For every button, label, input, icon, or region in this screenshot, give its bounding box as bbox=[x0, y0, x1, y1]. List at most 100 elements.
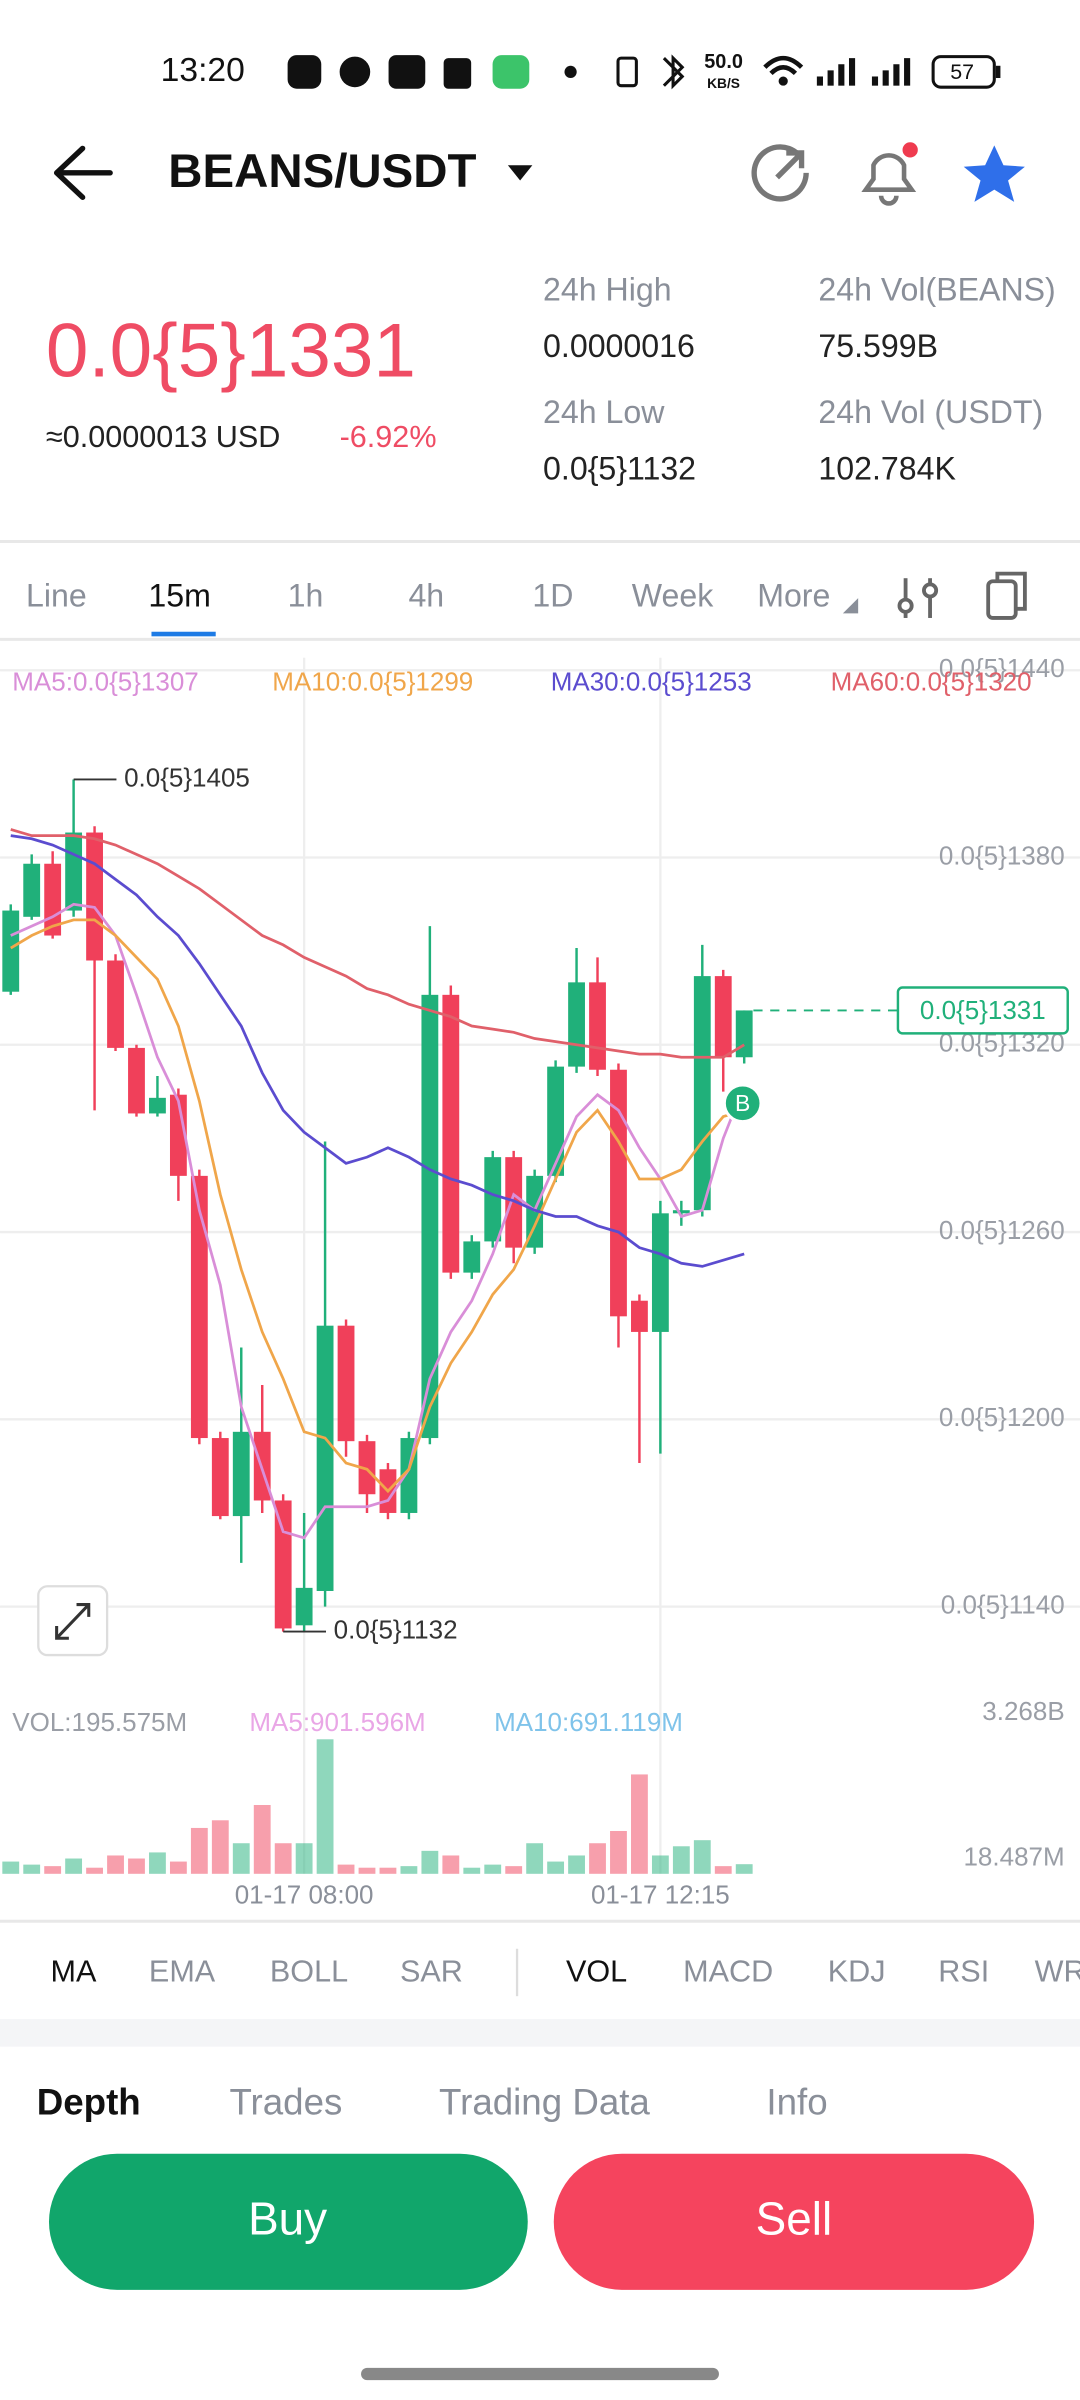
home-indicator bbox=[361, 2367, 719, 2381]
pair-dropdown[interactable] bbox=[507, 165, 533, 181]
bottom-tab[interactable]: Depth bbox=[37, 2081, 141, 2122]
y-tick-label: 0.0{5}1140 bbox=[941, 1589, 1065, 1619]
back-button[interactable] bbox=[53, 145, 113, 200]
volume-bar bbox=[463, 1867, 481, 1874]
candle-body bbox=[295, 1587, 313, 1626]
volume-bar bbox=[693, 1840, 711, 1874]
volume-bar bbox=[295, 1843, 313, 1874]
candle-body bbox=[484, 1157, 502, 1242]
timeframe-tab[interactable]: 1D bbox=[532, 578, 573, 614]
candle-body bbox=[23, 863, 41, 917]
more-arrow bbox=[842, 598, 859, 614]
indicator-tab[interactable]: BOLL bbox=[270, 1954, 348, 1988]
status-time: 13:20 bbox=[161, 52, 245, 89]
volume-bar bbox=[610, 1830, 627, 1874]
volume-bar bbox=[421, 1850, 439, 1874]
indicator-tab[interactable]: SAR bbox=[400, 1954, 463, 1988]
sell-button[interactable] bbox=[553, 2153, 1035, 2290]
indicator-tab[interactable]: MA bbox=[51, 1954, 97, 1988]
volume-bar bbox=[547, 1861, 565, 1874]
indicator-tab[interactable]: WR bbox=[1035, 1954, 1080, 1988]
candle-body bbox=[232, 1431, 250, 1517]
candle-body bbox=[505, 1157, 523, 1248]
candle-body bbox=[107, 960, 124, 1048]
price-change: -6.92% bbox=[340, 420, 437, 454]
candle-body bbox=[442, 994, 460, 1273]
candle-body bbox=[149, 1097, 166, 1114]
stat-label: 24h Vol (USDT) bbox=[818, 394, 1043, 430]
legend-entry: MA10:0.0{5}1299 bbox=[272, 667, 473, 697]
volume-bar bbox=[568, 1855, 585, 1874]
candle-body bbox=[568, 982, 585, 1067]
volume-bar bbox=[2, 1861, 20, 1874]
y-tick-label: 0.0{5}1260 bbox=[939, 1215, 1065, 1245]
timeframe-tab[interactable]: 4h bbox=[408, 578, 444, 614]
bottom-tab[interactable]: Info bbox=[766, 2081, 827, 2122]
volume-bar bbox=[107, 1855, 124, 1874]
trade-marker bbox=[722, 1083, 763, 1124]
volume-bar bbox=[232, 1843, 250, 1874]
legend-entry: MA5:0.0{5}1307 bbox=[12, 667, 199, 697]
volume-bar bbox=[400, 1866, 418, 1874]
indicator-tab[interactable]: EMA bbox=[149, 1954, 216, 1988]
volume-bar bbox=[253, 1804, 271, 1874]
candle-body bbox=[693, 976, 711, 1211]
candle-body bbox=[672, 1210, 690, 1214]
expand-button[interactable] bbox=[37, 1585, 109, 1657]
last-price: 0.0{5}1331 bbox=[46, 309, 416, 394]
indicator-tab[interactable]: KDJ bbox=[828, 1954, 886, 1988]
trade-marker-label: B bbox=[735, 1090, 750, 1116]
high-label: 0.0{5}1405 bbox=[124, 762, 250, 792]
volume-bar bbox=[589, 1843, 606, 1874]
net-unit: KB/S bbox=[707, 76, 740, 91]
stats: 24h High 0.0000016 24h Vol(BEANS) 75.599B 24… bbox=[543, 272, 1056, 487]
volume-bar bbox=[65, 1858, 83, 1874]
candle-body bbox=[651, 1213, 669, 1332]
buy-button[interactable] bbox=[48, 2153, 528, 2290]
candle-body bbox=[463, 1241, 481, 1273]
chart-settings-icon[interactable] bbox=[897, 578, 939, 618]
candle-body bbox=[610, 1069, 627, 1317]
indicator-tab[interactable]: VOL bbox=[566, 1954, 627, 1988]
share-icon[interactable] bbox=[751, 144, 809, 202]
candle-body bbox=[589, 982, 606, 1070]
sell-label[interactable]: Sell bbox=[756, 2193, 833, 2245]
volume-bar bbox=[169, 1861, 187, 1874]
indicator-tabs: MA EMA BOLL SAR VOL MACD KDJ RSI WR bbox=[51, 1954, 1080, 1988]
timeframe-tab[interactable]: More bbox=[757, 578, 830, 614]
candle-body bbox=[358, 1441, 376, 1495]
pair-title[interactable]: BEANS/USDT bbox=[168, 145, 476, 198]
buy-label[interactable]: Buy bbox=[248, 2193, 327, 2245]
timeframe-tab[interactable]: 1h bbox=[288, 578, 324, 614]
candle-body bbox=[421, 994, 439, 1439]
volume-bar bbox=[86, 1867, 103, 1874]
stat-label: 24h High bbox=[543, 272, 672, 308]
layout-icon[interactable] bbox=[986, 571, 1027, 620]
favorite-icon[interactable] bbox=[963, 145, 1025, 202]
candle-body bbox=[337, 1325, 355, 1442]
bottom-tab[interactable]: Trading Data bbox=[439, 2081, 650, 2122]
usd-price: ≈0.0000013 USD bbox=[46, 420, 280, 454]
volume-bar bbox=[358, 1867, 376, 1874]
timeframe-tab[interactable]: Line bbox=[26, 578, 87, 614]
volume-bar bbox=[526, 1843, 544, 1874]
net-speed: 50.0 bbox=[704, 51, 743, 73]
y-tick-label: 0.0{5}1440 bbox=[939, 653, 1065, 683]
timeframe-tab[interactable]: 15m bbox=[148, 578, 210, 614]
indicator-tab[interactable]: RSI bbox=[938, 1954, 989, 1988]
indicator-tab[interactable]: MACD bbox=[683, 1954, 773, 1988]
status-icons bbox=[287, 54, 1001, 90]
alert-icon[interactable] bbox=[861, 153, 917, 206]
volume-bar bbox=[651, 1855, 669, 1874]
ma-line bbox=[10, 902, 746, 1540]
x-tick-label: 01-17 12:15 bbox=[591, 1880, 730, 1910]
candle-body bbox=[714, 976, 732, 1058]
volume-bar bbox=[274, 1843, 292, 1874]
timeframe-tab[interactable]: Week bbox=[632, 578, 714, 614]
volume-bar bbox=[44, 1866, 62, 1874]
bottom-tab[interactable]: Trades bbox=[229, 2081, 342, 2122]
y-tick-label: 0.0{5}1200 bbox=[939, 1402, 1065, 1432]
candle-body bbox=[86, 832, 103, 961]
volume-bar bbox=[735, 1864, 753, 1874]
